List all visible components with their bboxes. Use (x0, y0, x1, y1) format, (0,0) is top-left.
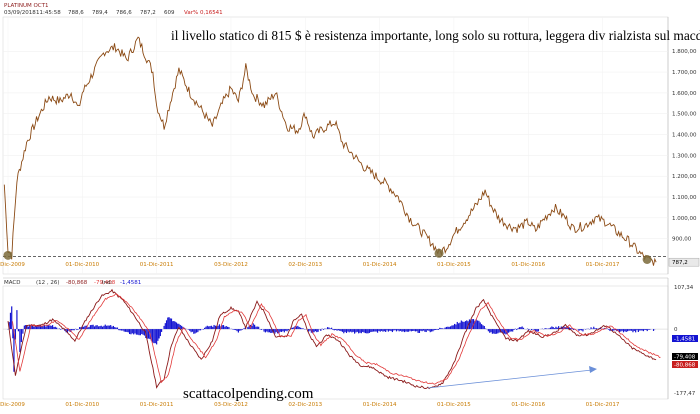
info-volume: 609 (164, 10, 175, 16)
price-x-tick-label: 01-Dic-2010 (65, 262, 99, 268)
price-y-tick-label: 1.700,00 (672, 70, 697, 76)
info-high: 789,4 (92, 10, 108, 16)
macd-value-boxes: -1,4581 -79,408 -80,868 (672, 335, 698, 369)
chart-annotation: il livello statico di 815 $ è resistenza… (171, 28, 700, 43)
price-y-tick-label: 900,00 (672, 237, 692, 243)
macd-x-tick-label: 01-Dic-2017 (586, 402, 620, 408)
last-value-box: 787,2 (668, 257, 700, 267)
info-close: 787,2 (140, 10, 156, 16)
price-x-tick-label: 01-Dic-2015 (437, 262, 471, 268)
macd-x-tick-label: 02-Dic-2013 (288, 402, 322, 408)
last-value-box-bg (668, 257, 700, 267)
price-x-axis: 01-Dic-2009 01-Dic-2010 01-Dic-2011 03-Dic-… (0, 262, 620, 268)
macd-axis-zero: 0 (674, 327, 678, 333)
support-touch-markers (3, 248, 652, 265)
macd-label: MACD (4, 280, 21, 286)
price-x-tick-label: 01-Dic-2009 (0, 262, 25, 268)
divergence-arrow (427, 366, 597, 389)
macd-axis-min: -177,47 (674, 391, 696, 397)
divergence-line (427, 369, 593, 389)
signal-value-box-label: -79,408 (674, 355, 696, 361)
price-series-line (3, 36, 657, 266)
price-y-tick-label: 1.300,00 (672, 153, 697, 159)
macd-hist-value: -1,4581 (120, 280, 141, 286)
price-gridlines (3, 17, 668, 274)
price-x-tick-label: 01-Dic-2011 (140, 262, 174, 268)
price-y-tick-label: 1.000,00 (672, 216, 697, 222)
last-value-label: 787,2 (672, 260, 688, 266)
macd-params: (12 , 26) (36, 280, 60, 286)
info-time: 11:45:58 (36, 10, 61, 16)
macd-value-box-label: -80,868 (674, 363, 696, 369)
support-touch-marker (642, 255, 652, 265)
macd-x-tick-label: 01-Dic-2015 (437, 402, 471, 408)
hist-value-box-label: -1,4581 (674, 337, 695, 343)
instrument-name: PLATINUM OCT1 (4, 3, 49, 9)
support-touch-marker (3, 250, 13, 260)
hist-value-box (672, 335, 698, 342)
watermark: scattacolpending.com (183, 386, 314, 402)
price-panel-frame (2, 16, 669, 275)
macd-y-axis: 107,34 -177,47 (674, 285, 696, 397)
price-x-tick-label: 01-Dic-2017 (586, 262, 620, 268)
macd-x-tick-label: 03-Dic-2012 (214, 402, 248, 408)
macd-value-2: -79,408 (94, 280, 116, 286)
info-low: 786,6 (116, 10, 132, 16)
macd-hist-label: Ind: (102, 280, 113, 286)
info-bar: 03/09/2018 11:45:58 788,6 789,4 786,6 78… (4, 10, 223, 16)
divergence-arrowhead (589, 366, 597, 373)
price-y-tick-label: 1.800,00 (672, 49, 697, 55)
price-y-tick-label: 1.500,00 (672, 112, 697, 118)
info-var: Var% 0,16541 (184, 10, 223, 16)
macd-x-axis: 01-Dic-2009 01-Dic-2010 01-Dic-2011 03-Dic-… (0, 402, 620, 408)
price-x-tick-label: 02-Dic-2013 (288, 262, 322, 268)
macd-x-tick-label: 01-Dic-2016 (511, 402, 545, 408)
support-touch-marker (434, 248, 444, 258)
macd-x-tick-label: 01-Dic-2010 (65, 402, 99, 408)
macd-axis-max: 107,34 (674, 285, 694, 291)
macd-x-tick-label: 01-Dic-2009 (0, 402, 25, 408)
price-y-axis: 1.800,00 1.700,00 1.600,00 1.500,00 1.400,00… (672, 49, 697, 242)
macd-x-tick-label: 01-Dic-2011 (140, 402, 174, 408)
macd-value-1: -80,868 (66, 280, 88, 286)
macd-header: MACD (12 , 26) -80,868 -79,408 Ind: -1,4… (4, 280, 141, 286)
signal-line (12, 293, 661, 385)
price-x-tick-label: 01-Dic-2016 (511, 262, 545, 268)
price-y-tick-label: 1.200,00 (672, 174, 697, 180)
price-x-tick-label: 03-Dic-2012 (214, 262, 248, 268)
info-open: 788,6 (68, 10, 84, 16)
price-x-tick-label: 01-Dic-2014 (363, 262, 397, 268)
macd-histogram (7, 306, 656, 372)
price-y-tick-label: 1.100,00 (672, 195, 697, 201)
price-y-tick-label: 1.600,00 (672, 91, 697, 97)
macd-x-tick-label: 01-Dic-2014 (363, 402, 397, 408)
price-y-tick-label: 1.400,00 (672, 133, 697, 139)
signal-value-box (672, 353, 698, 360)
macd-value-box (672, 361, 698, 368)
info-date: 03/09/2018 (4, 10, 36, 16)
